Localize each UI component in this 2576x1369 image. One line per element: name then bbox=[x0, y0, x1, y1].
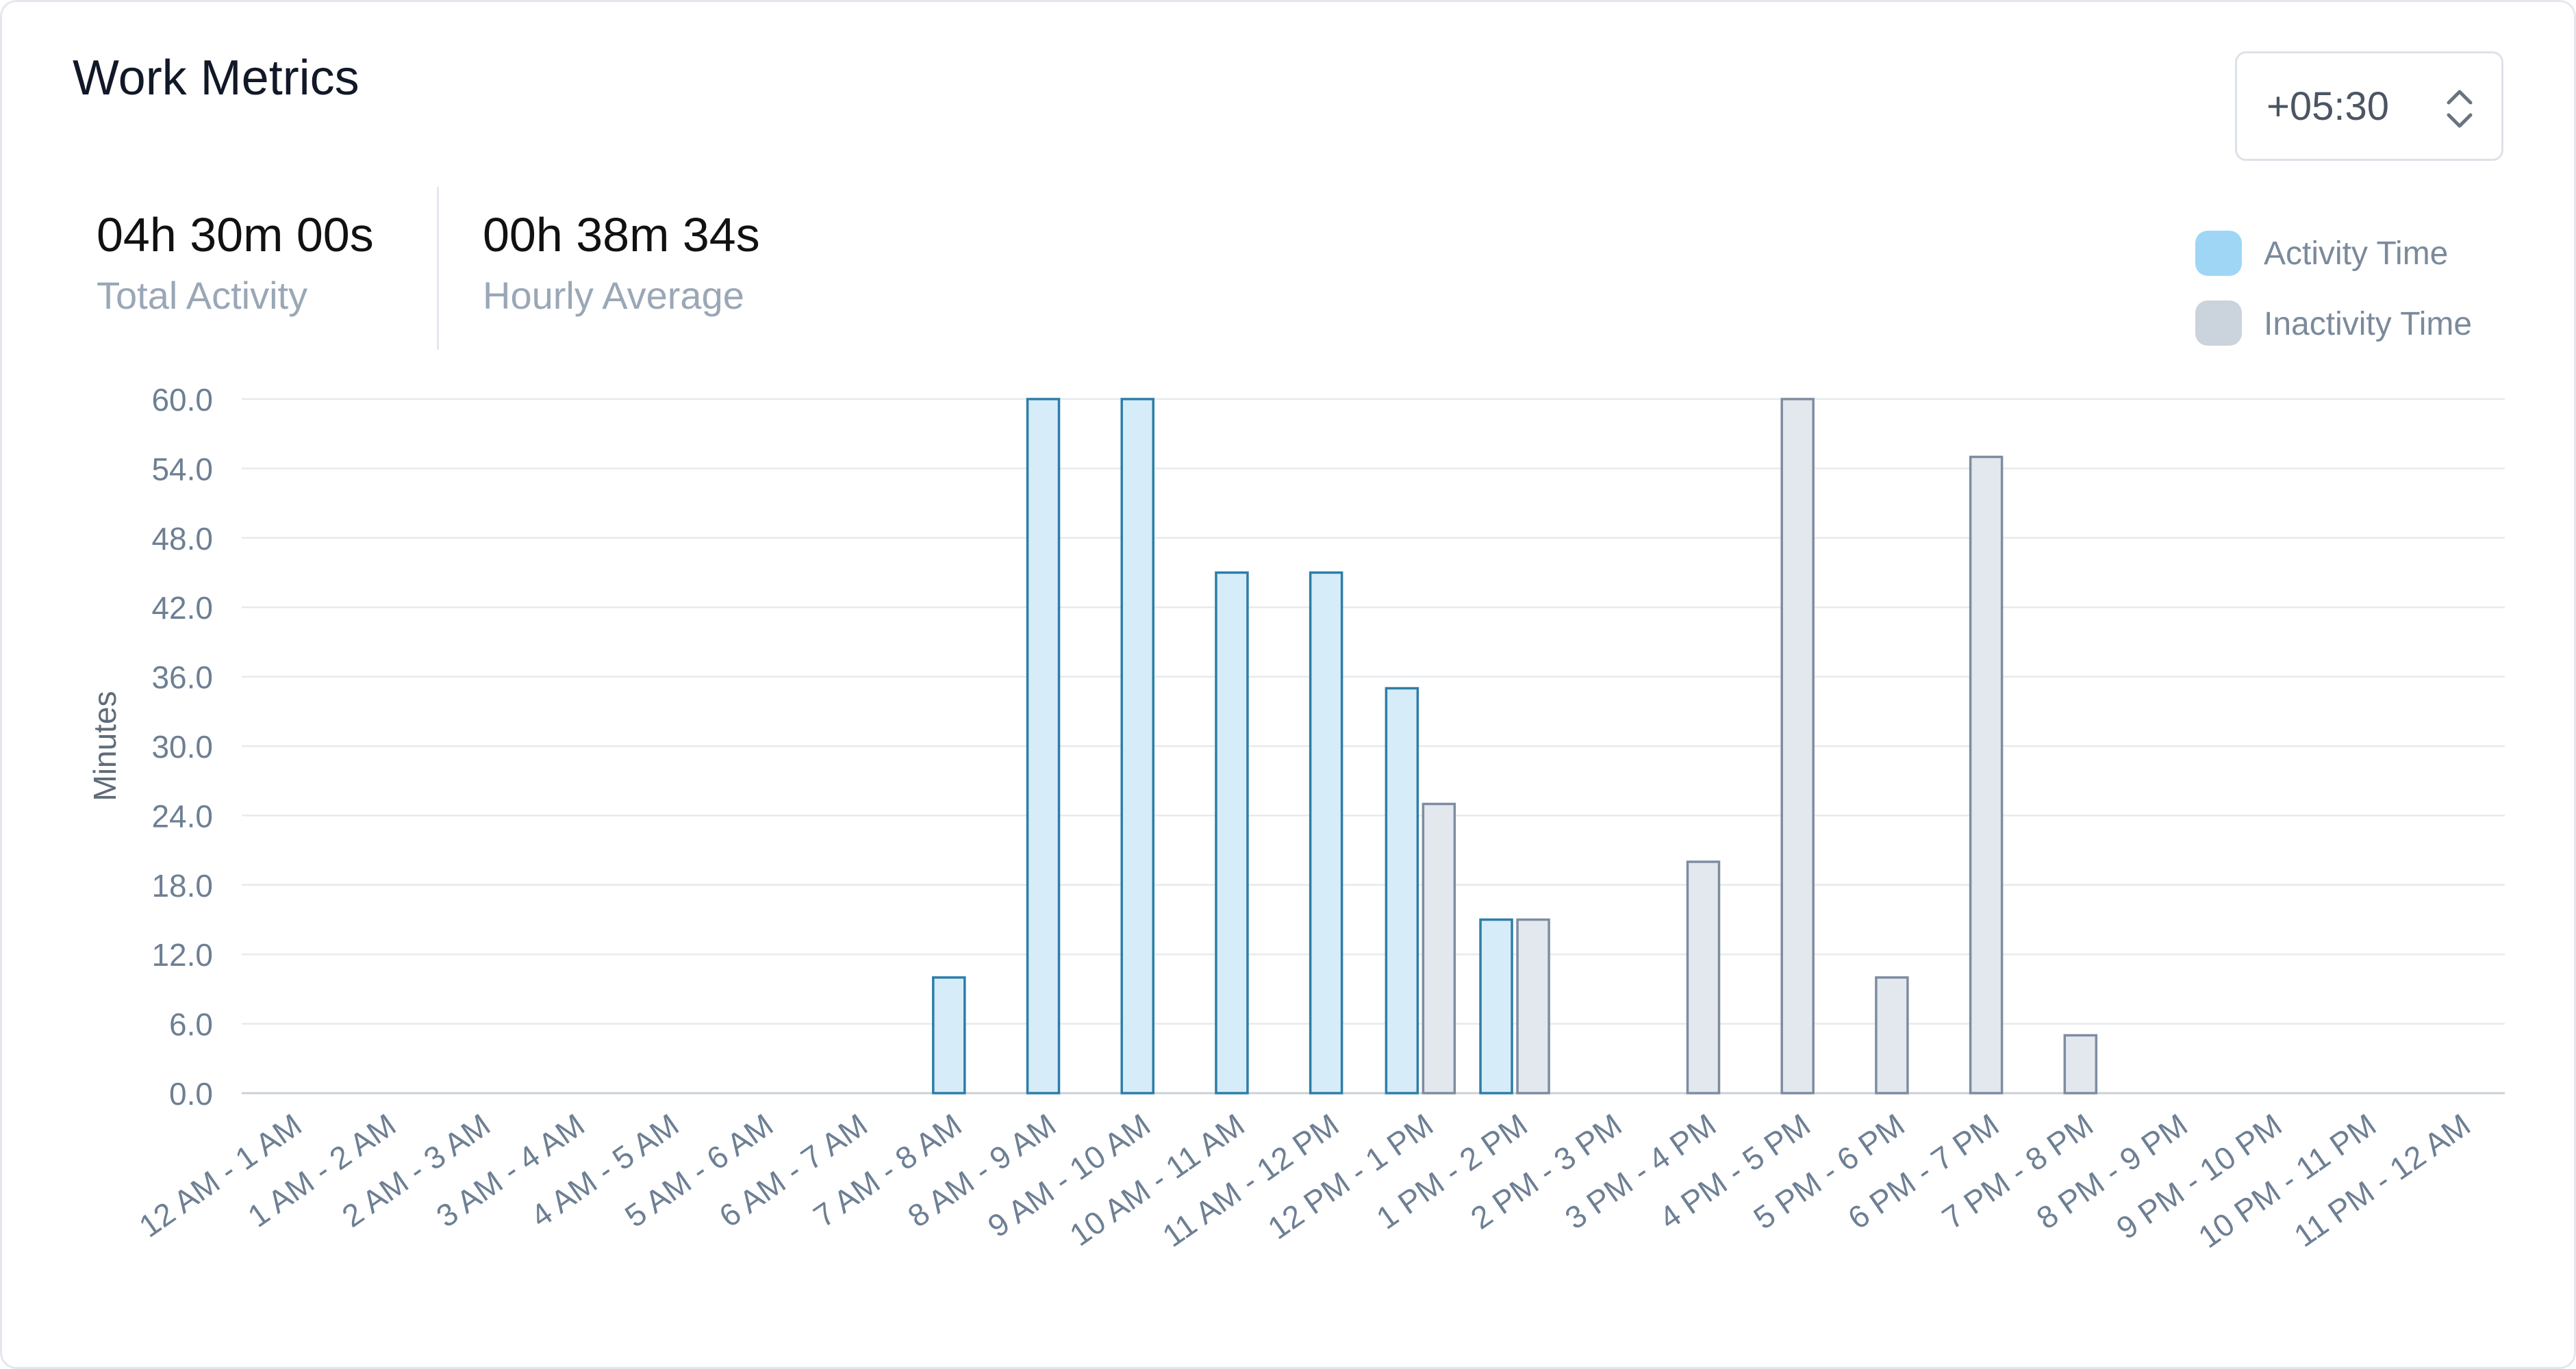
bar-inactivity bbox=[1516, 918, 1550, 1095]
y-tick-label: 42.0 bbox=[151, 590, 213, 626]
y-tick-label: 12.0 bbox=[151, 937, 213, 973]
y-tick-label: 6.0 bbox=[169, 1007, 213, 1042]
y-tick-label: 24.0 bbox=[151, 798, 213, 834]
bar-activity bbox=[1120, 398, 1154, 1095]
bar-activity bbox=[1385, 687, 1419, 1095]
y-tick-label: 60.0 bbox=[151, 382, 213, 418]
bar-inactivity bbox=[1780, 398, 1815, 1095]
total-activity-value: 04h 30m 00s bbox=[97, 208, 374, 261]
total-activity-label: Total Activity bbox=[97, 274, 308, 317]
timezone-value: +05:30 bbox=[2266, 84, 2390, 129]
bar-inactivity bbox=[1875, 976, 1909, 1095]
legend-swatch-inactivity[interactable] bbox=[2195, 300, 2242, 346]
y-tick-label: 18.0 bbox=[151, 868, 213, 904]
y-tick-label: 30.0 bbox=[151, 729, 213, 765]
bar-inactivity bbox=[1686, 860, 1721, 1095]
bar-activity bbox=[1309, 571, 1343, 1095]
y-tick-label: 48.0 bbox=[151, 521, 213, 556]
hourly-average-value: 00h 38m 34s bbox=[483, 208, 760, 261]
bar-activity bbox=[1026, 398, 1061, 1095]
timezone-select[interactable]: +05:30 bbox=[2235, 51, 2503, 161]
bar-activity bbox=[1479, 918, 1513, 1095]
y-axis-label: Minutes bbox=[87, 691, 123, 801]
y-tick-label: 36.0 bbox=[151, 660, 213, 695]
legend-label-inactivity[interactable]: Inactivity Time bbox=[2264, 306, 2473, 342]
bar-inactivity bbox=[1422, 802, 1456, 1095]
page-title: Work Metrics bbox=[73, 51, 359, 105]
chevron-up-down-icon bbox=[2442, 86, 2477, 135]
legend-label-activity[interactable]: Activity Time bbox=[2264, 235, 2449, 272]
stats-divider bbox=[437, 187, 439, 350]
y-tick-label: 54.0 bbox=[151, 451, 213, 487]
bar-activity bbox=[1215, 571, 1249, 1095]
legend-swatch-activity[interactable] bbox=[2195, 231, 2242, 276]
bar-inactivity bbox=[2063, 1034, 2098, 1095]
x-tick-label: 12 AM - 1 AM bbox=[133, 1107, 308, 1244]
hourly-average-label: Hourly Average bbox=[483, 274, 744, 317]
bar-activity bbox=[932, 976, 966, 1095]
y-tick-label: 0.0 bbox=[169, 1076, 213, 1112]
bar-inactivity bbox=[1969, 455, 2004, 1095]
